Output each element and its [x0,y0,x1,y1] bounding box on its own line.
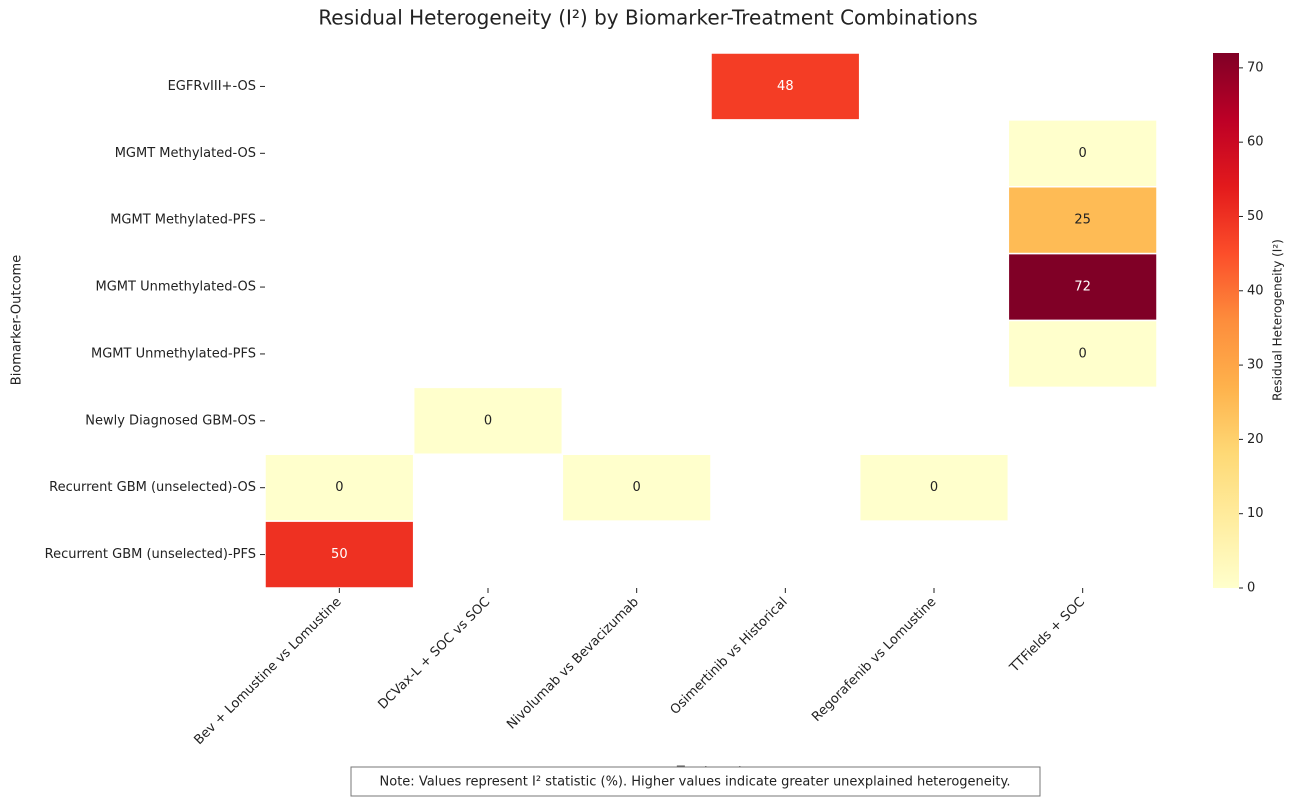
x-tick-label: Regorafenib vs Lomustine [809,595,939,725]
y-tick-label: Recurrent GBM (unselected)-PFS [45,547,256,562]
heatmap-cell [561,453,712,522]
y-tick-label: MGMT Unmethylated-PFS [91,346,256,361]
heatmap-cell [710,52,861,121]
y-axis-label: Biomarker-Outcome [10,255,25,385]
heatmap-cell [1007,252,1158,322]
cell-label: 25 [1074,213,1091,228]
x-tick-label: Bev + Lomustine vs Lomustine [191,595,344,748]
heatmap-cell [264,453,415,522]
heatmap-cell [412,386,564,455]
y-tick-label: MGMT Unmethylated-OS [96,280,257,295]
colorbar-label: Residual Heterogeneity (I²) [1271,239,1285,401]
note-box [350,766,1041,797]
cell-label: 50 [331,547,348,562]
cell-label: 0 [633,480,641,495]
cell-label: 0 [484,413,492,428]
heatmap-cell [1007,319,1158,389]
note-text: Note: Values represent I² statistic (%).… [380,775,1011,790]
colorbar-tick-label: 60 [1247,135,1264,150]
y-tick-label: MGMT Methylated-OS [115,146,256,161]
x-tick-label: DCVax-L + SOC vs SOC [376,595,494,713]
x-tick-label: Nivolumab vs Bevacizumab [504,595,642,733]
y-tick-label: Newly Diagnosed GBM-OS [85,413,256,428]
chart-title: Residual Heterogeneity (I²) by Biomarker… [318,6,977,30]
colorbar-tick-label: 70 [1247,60,1264,75]
y-tick-label: EGFRvIII+-OS [168,79,256,94]
colorbar-tick-label: 50 [1247,209,1264,224]
heatmap-cell [1007,186,1158,255]
colorbar [1213,53,1239,588]
colorbar-tick-label: 10 [1247,506,1264,521]
heatmap-cell [858,453,1010,522]
colorbar-tick-label: 40 [1247,283,1264,298]
note: Note: Values represent I² statistic (%).… [350,766,1041,797]
colorbar-tick-label: 20 [1247,432,1264,447]
colorbar-tick-label: 30 [1247,358,1264,373]
y-tick-label: Recurrent GBM (unselected)-OS [49,480,256,495]
cell-label: 0 [930,480,938,495]
cell-label: 0 [1079,346,1087,361]
cell-label: 72 [1074,280,1091,295]
colorbar-tick-label: 0 [1247,581,1255,596]
cell-label: 0 [335,480,343,495]
cell-label: 0 [1079,146,1087,161]
x-tick-label: Osimertinib vs Historical [668,595,791,718]
cell-label: 48 [777,79,794,94]
x-tick-label: TTFields + SOC [1007,595,1088,676]
y-tick-label: MGMT Methylated-PFS [110,213,256,228]
